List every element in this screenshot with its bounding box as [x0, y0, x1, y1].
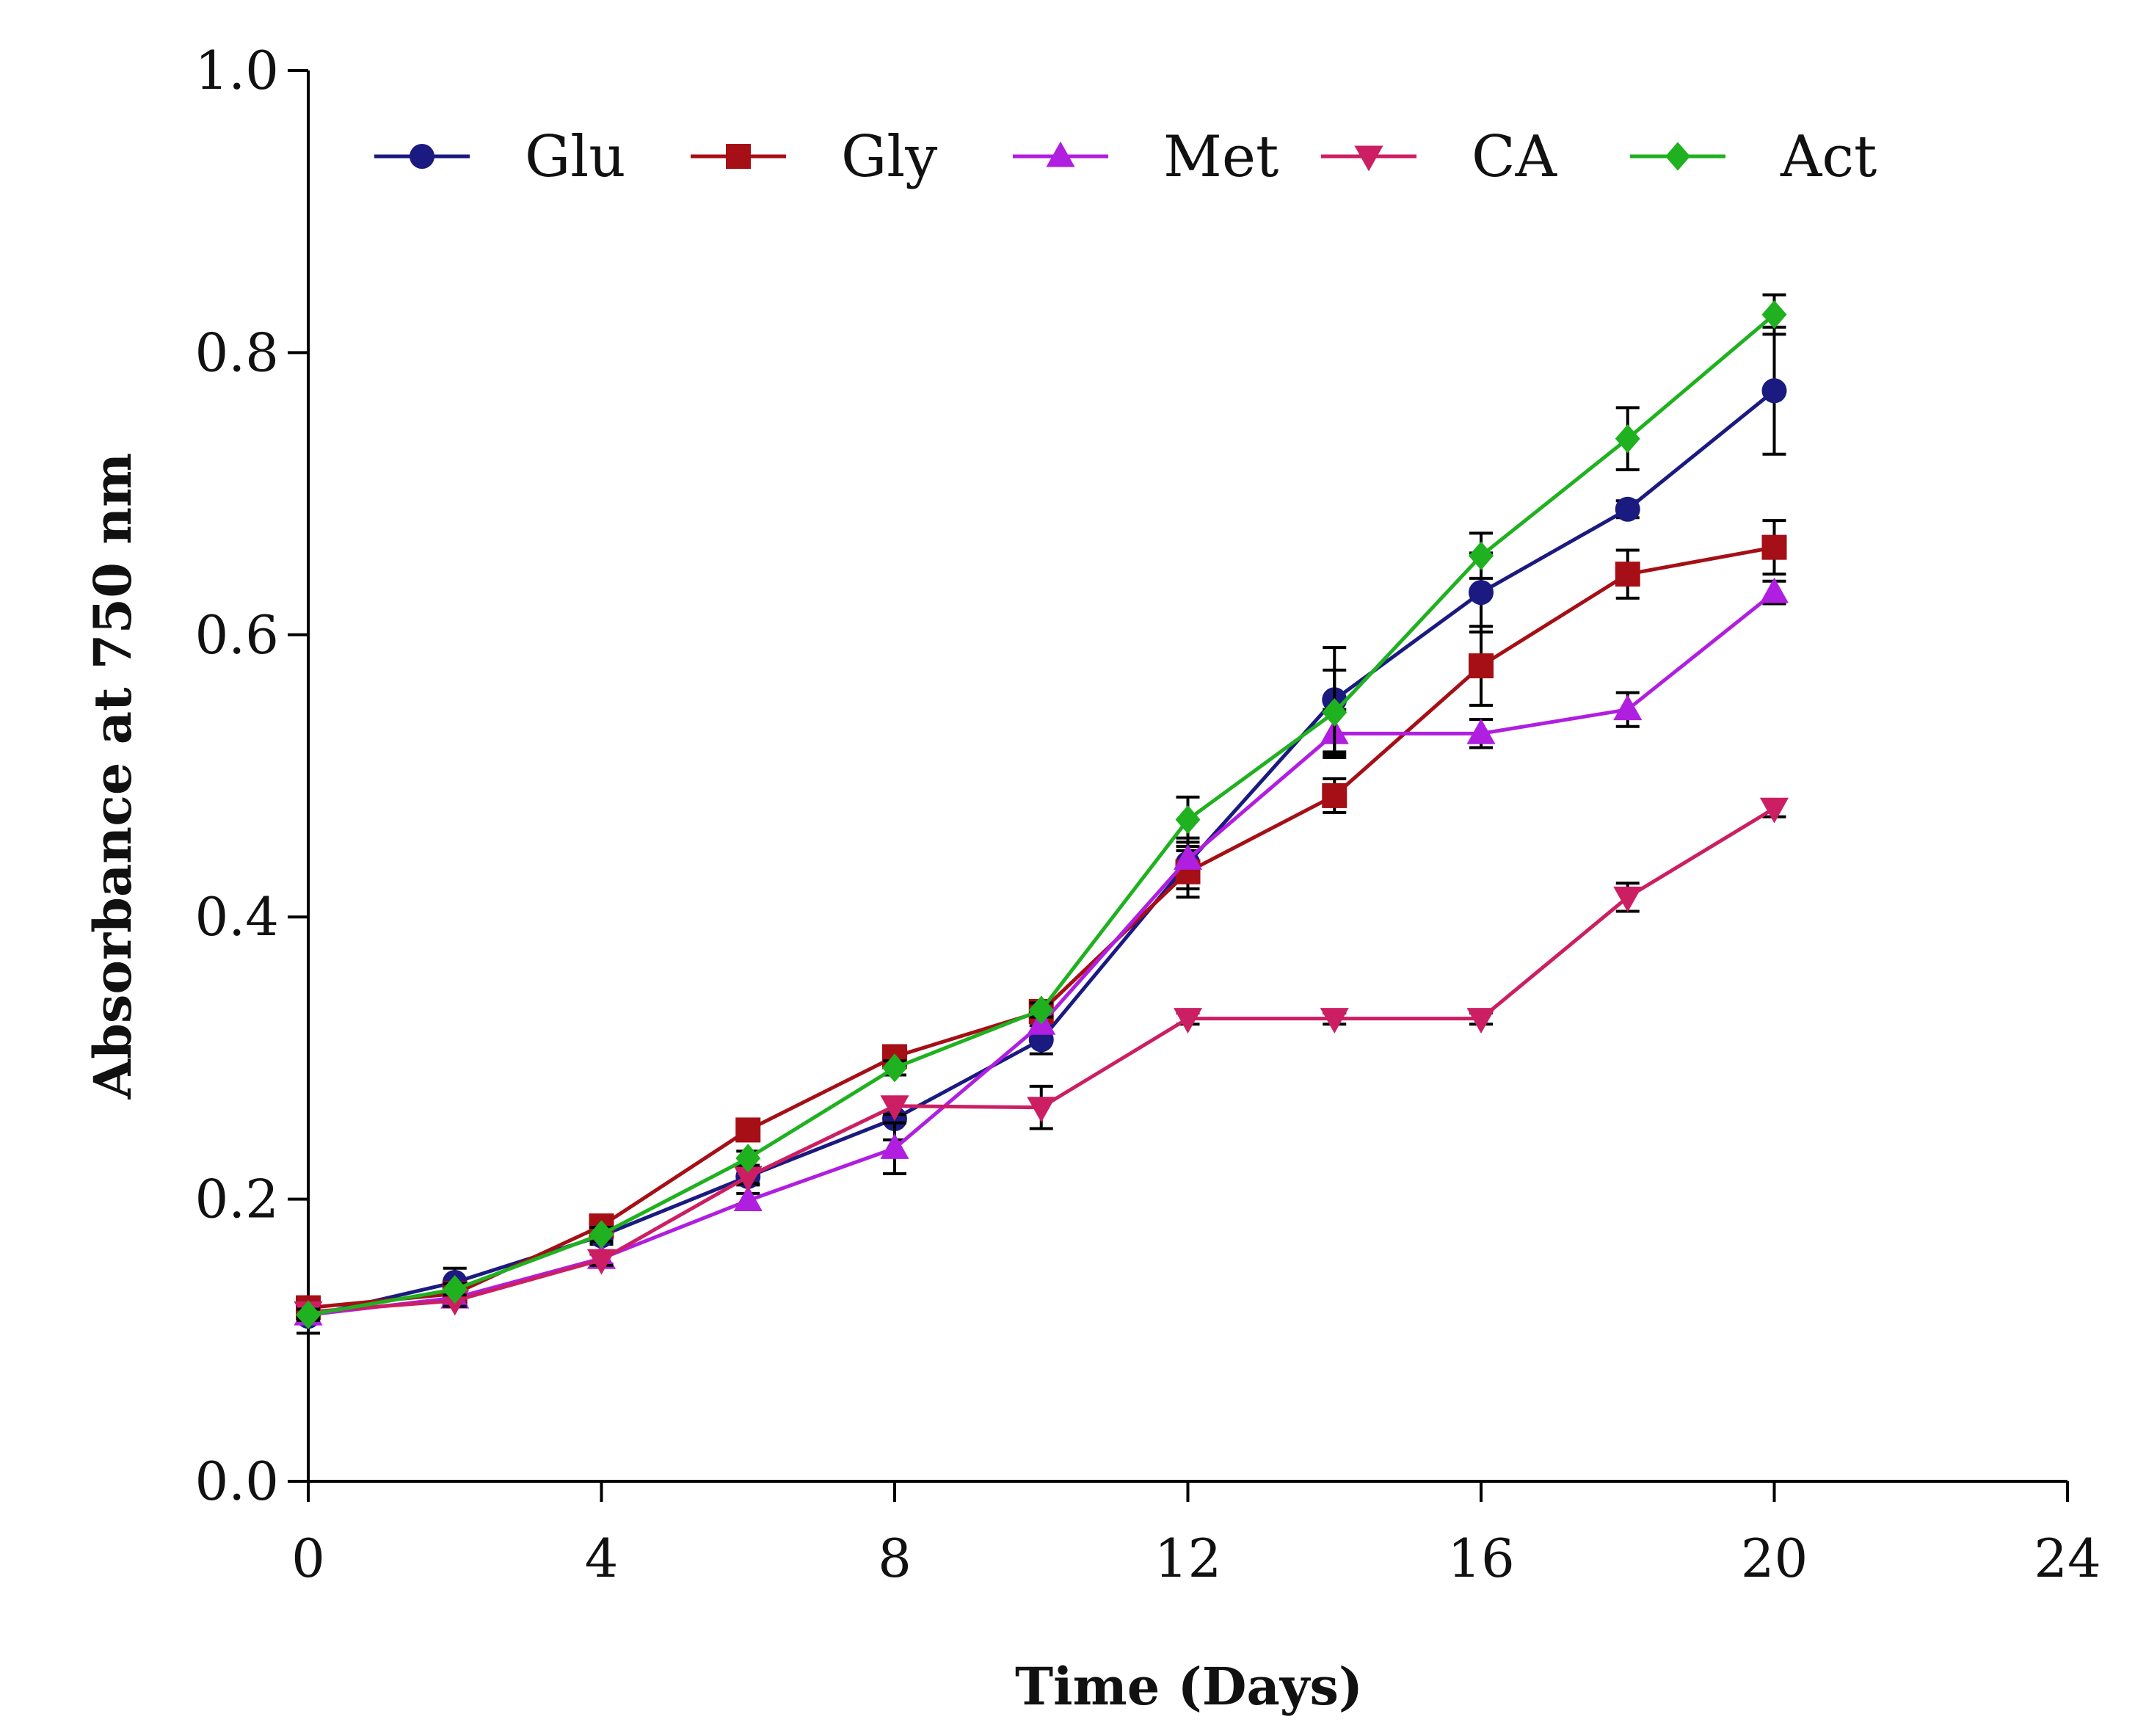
legend: Glu Gly Met CA Act: [374, 124, 1877, 190]
data-point-ca: [1613, 886, 1643, 912]
x-tick-label: 16: [1447, 1528, 1515, 1589]
data-point-met: [1173, 843, 1203, 870]
data-point-act: [1175, 805, 1201, 835]
x-tick-label: 20: [1741, 1528, 1808, 1589]
data-point-gly: [1761, 534, 1787, 560]
data-point-ca: [1173, 1008, 1203, 1034]
data-point-ca: [733, 1166, 763, 1192]
data-point-met: [1613, 694, 1643, 721]
series-line-gly: [308, 545, 1775, 1310]
data-point-ca: [1027, 1097, 1056, 1123]
data-point-act: [1469, 541, 1494, 570]
legend-marker-gly: [726, 144, 751, 169]
legend-item-ca: CA: [1321, 124, 1558, 190]
y-tick-label: 0.0: [194, 1450, 279, 1512]
series-layer: [294, 293, 1789, 1335]
x-tick-label: 0: [291, 1528, 325, 1589]
y-tick-label: 0.6: [194, 604, 279, 666]
data-point-act: [1761, 299, 1787, 330]
legend-item-glu: Glu: [374, 124, 626, 190]
series-glu: [296, 325, 1787, 1335]
data-point-met: [733, 1185, 763, 1211]
legend-label: Act: [1780, 124, 1877, 190]
legend-label: Glu: [525, 124, 626, 190]
legend-label: Gly: [841, 124, 937, 190]
data-point-gly: [1469, 653, 1494, 679]
data-point-act: [882, 1053, 907, 1083]
data-point-ca: [880, 1095, 909, 1122]
y-tick-label: 0.4: [194, 886, 279, 948]
data-point-gly: [735, 1117, 761, 1143]
y-tick-label: 0.8: [194, 322, 279, 383]
series-ca: [294, 797, 1789, 1327]
x-tick-label: 12: [1154, 1528, 1222, 1589]
data-point-met: [1466, 718, 1496, 744]
x-ticks: 0 4 8 12 16 20 24: [291, 1481, 2101, 1589]
y-axis-title: Absorbance at 750 nm: [82, 453, 143, 1100]
x-tick-label: 24: [2034, 1528, 2101, 1589]
legend-marker-act: [1665, 142, 1690, 171]
x-tick-label: 4: [585, 1528, 619, 1589]
data-point-gly: [1615, 562, 1640, 587]
data-point-act: [442, 1275, 468, 1304]
y-tick-label: 1.0: [194, 40, 279, 101]
data-point-gly: [1322, 782, 1347, 808]
y-tick-label: 0.2: [194, 1169, 279, 1230]
data-point-met: [1759, 577, 1789, 603]
data-point-ca: [586, 1249, 617, 1275]
data-point-ca: [1320, 1008, 1349, 1034]
series-act: [296, 293, 1787, 1329]
series-line-ca: [308, 807, 1775, 1314]
data-point-act: [1615, 424, 1640, 454]
legend-marker-glu: [410, 144, 434, 169]
data-point-glu: [1761, 378, 1787, 404]
legend-label: Met: [1163, 124, 1279, 190]
data-point-act: [735, 1144, 761, 1173]
legend-marker-ca: [1354, 145, 1383, 172]
legend-label: CA: [1472, 124, 1558, 190]
series-line-met: [308, 591, 1776, 1317]
legend-item-met: Met: [1013, 124, 1279, 190]
x-axis-title: Time (Days): [1015, 1656, 1363, 1717]
data-point-act: [1322, 697, 1347, 727]
data-point-act: [1028, 995, 1054, 1025]
series-line-glu: [308, 389, 1776, 1318]
y-ticks: 0.0 0.2 0.4 0.6 0.8 1.0: [194, 40, 308, 1512]
legend-item-gly: Gly: [691, 124, 937, 190]
series-gly: [296, 519, 1787, 1321]
x-tick-label: 8: [878, 1528, 912, 1589]
legend-item-act: Act: [1630, 124, 1877, 190]
legend-marker-met: [1046, 141, 1075, 167]
series-line-act: [308, 313, 1776, 1317]
data-point-met: [880, 1133, 909, 1159]
data-point-act: [296, 1300, 321, 1329]
data-point-glu: [1615, 496, 1640, 522]
data-point-glu: [1469, 580, 1494, 606]
data-point-act: [589, 1220, 614, 1249]
data-point-ca: [1466, 1008, 1496, 1034]
data-point-ca: [1759, 797, 1789, 824]
